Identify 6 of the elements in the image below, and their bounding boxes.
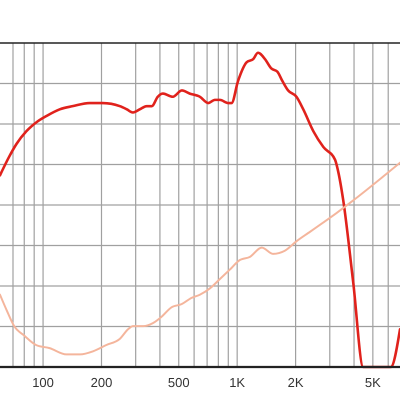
x-tick-label: 5K <box>364 375 382 390</box>
x-tick-label: 500 <box>168 375 190 390</box>
x-tick-label: 100 <box>32 375 54 390</box>
x-tick-label: 1K <box>229 375 246 390</box>
x-tick-label: 2K <box>288 375 304 390</box>
x-tick-label: 200 <box>90 375 112 390</box>
